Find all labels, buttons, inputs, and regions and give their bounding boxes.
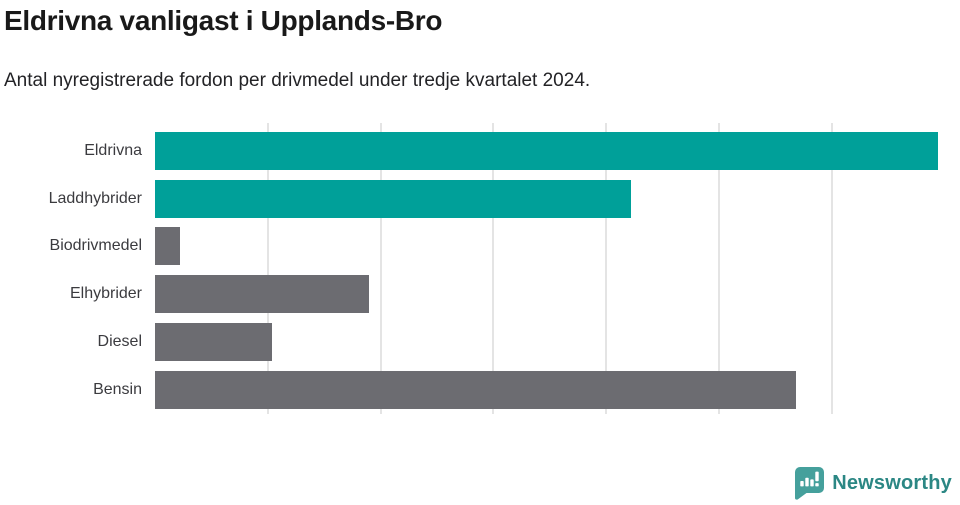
bar-chart: Eldrivna Laddhybrider Biodrivmedel Elhybrid… (0, 123, 960, 414)
category-axis: Eldrivna Laddhybrider Biodrivmedel Elhybrid… (0, 123, 155, 414)
category-label-diesel: Diesel (97, 332, 142, 350)
bar-chart-speech-bubble-icon (795, 467, 825, 500)
category-label-laddhybrider: Laddhybrider (48, 189, 142, 207)
bar-laddhybrider (155, 179, 632, 218)
newsworthy-logo-text: Newsworthy (832, 471, 952, 494)
category-label-biodrivmedel: Biodrivmedel (49, 237, 142, 255)
plot-body: Eldrivna Laddhybrider Biodrivmedel Elhybrid… (0, 123, 960, 414)
plot-area (155, 123, 938, 414)
bar-bensin (155, 370, 796, 409)
bar-biodrivmedel (155, 227, 180, 266)
category-label-bensin: Bensin (93, 380, 142, 398)
bar-elhybrider (155, 275, 370, 314)
bar-eldrivna (155, 132, 938, 170)
chart-subtitle: Antal nyregistrerade fordon per drivmede… (4, 70, 591, 91)
category-label-eldrivna: Eldrivna (84, 142, 142, 159)
newsworthy-logo: Newsworthy (793, 466, 952, 500)
chart-title: Eldrivna vanligast i Upplands-Bro (4, 5, 443, 36)
gridline-20 (605, 123, 608, 414)
gridline-15 (492, 123, 495, 414)
bar-diesel (155, 322, 273, 361)
category-label-elhybrider: Elhybrider (69, 285, 142, 303)
gridline-30 (830, 123, 833, 414)
gridline-10 (379, 123, 382, 414)
gridline-25 (718, 123, 721, 414)
gridline-5 (266, 123, 269, 414)
